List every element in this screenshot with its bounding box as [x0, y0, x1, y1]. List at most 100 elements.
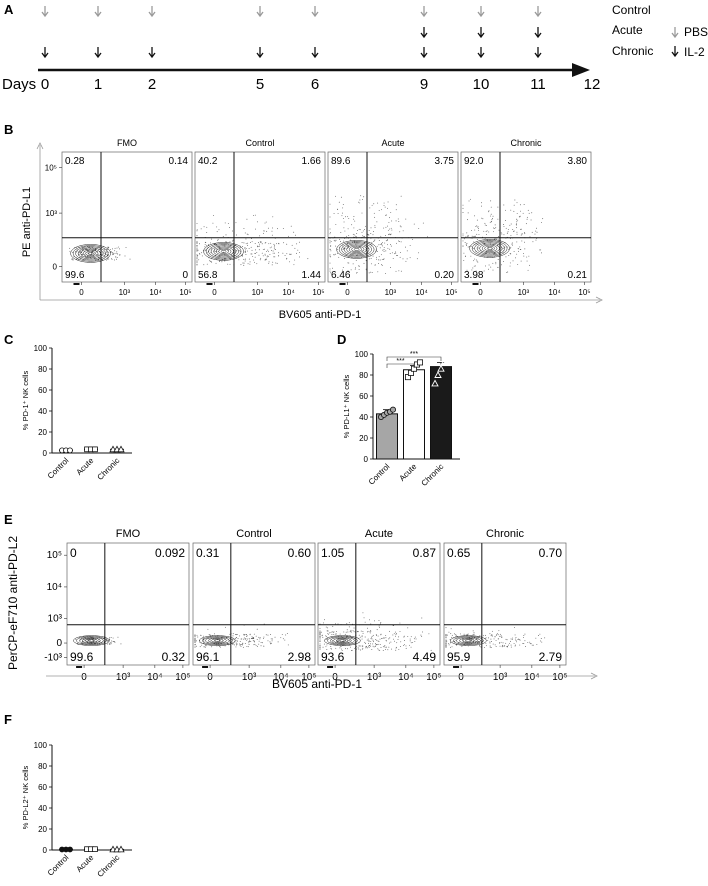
y-tick-label: 20 [359, 434, 368, 443]
event-cloud [75, 636, 122, 645]
flow-e-plots: FMO 0 0.092 99.6 0.32 0 10³ 10⁴ 10⁵ 10⁵ 10⁴ 10³ 0 -10… [44, 528, 598, 683]
day-label-5: 5 [256, 76, 264, 93]
day-label-12: 12 [584, 76, 601, 93]
x-tick-label: 0 [458, 672, 464, 683]
day-label-10: 10 [473, 76, 490, 93]
x-tick-label: 10⁴ [548, 288, 561, 297]
x-tick-label: 0 [79, 288, 84, 297]
row-label-acute: Acute [612, 23, 643, 37]
panel-letter-d: D [337, 332, 346, 347]
significance-label: *** [410, 351, 418, 358]
row-label-chronic: Chronic [612, 44, 653, 58]
quadrant-upper-left: 40.2 [198, 156, 218, 167]
pbs-arrow-day-2 [148, 6, 156, 18]
flow-plot-frame [317, 542, 441, 666]
x-tick-labels: 0 10³ 10⁴ 10⁵ [458, 665, 568, 683]
category-label: Acute [75, 853, 96, 874]
quadrant-upper-right: 3.80 [568, 156, 588, 167]
flow-plot-fmo: FMO 0.28 0.14 99.6 0 0 10³ 10⁴ 10⁵ 10⁵ 10³ 0 [45, 138, 193, 297]
panel-a-timeline: A Days 0 1 2 5 6 9 10 11 12 Control Acute Chroni… [2, 2, 708, 93]
data-point [416, 359, 423, 366]
data-point [92, 846, 98, 852]
density-contours [324, 635, 361, 646]
x-tick-label: 10³ [242, 672, 257, 683]
data-point [117, 845, 125, 853]
day-label-1: 1 [94, 76, 102, 93]
day-label-0: 0 [41, 76, 49, 93]
y-tick-label: 0 [364, 455, 369, 464]
x-tick-labels: 0 10³ 10⁴ 10⁵ [207, 665, 317, 683]
quadrant-upper-left: 1.05 [321, 546, 345, 560]
y-tick-labels: 10⁵ 10³ 0 [45, 164, 62, 271]
x-tick-labels: 0 10³ 10⁴ 10⁵ [212, 282, 325, 297]
flow-plot-title: Acute [381, 138, 404, 148]
x-tick-label: 0 [212, 288, 217, 297]
panel-letter-f: F [4, 712, 12, 727]
il2-chronic-arrow-day-0 [41, 47, 49, 59]
quadrant-upper-right: 0.092 [155, 546, 185, 560]
x-tick-labels: 0 10³ 10⁴ 10⁵ [79, 282, 192, 297]
flow-plot-fmo: FMO 0 0.092 99.6 0.32 0 10³ 10⁴ 10⁵ 10⁵ 10⁴ 10³ 0 -10… [44, 528, 190, 683]
y-tick-label: 60 [38, 386, 47, 395]
flow-e-x-label: BV605 anti-PD-1 [272, 677, 362, 691]
quadrant-upper-right: 0.87 [413, 546, 437, 560]
panel-c-chart: C 0 20 40 60 80 100 % PD-1⁺ NK cells Control Acu… [4, 332, 132, 482]
x-tick-label: 10³ [252, 288, 264, 297]
y-tick-label: 100 [34, 344, 48, 353]
il2-chronic-arrow-day-1 [94, 47, 102, 59]
quadrant-upper-left: 0.31 [196, 546, 220, 560]
quadrant-upper-right: 0.14 [169, 156, 189, 167]
panel-f-chart: F 0 20 40 60 80 100 % PD-L2⁺ NK cells Control Ac… [4, 712, 132, 879]
day-label-2: 2 [148, 76, 156, 93]
day-label-9: 9 [420, 76, 428, 93]
il2-acute-arrow-day-9 [420, 27, 428, 39]
y-axis-label: % PD-L1⁺ NK cells [342, 374, 351, 438]
y-tick-label: 80 [359, 371, 368, 380]
pbs-arrow-day-6 [311, 6, 319, 18]
x-tick-label: 10⁴ [149, 288, 162, 297]
flow-b-y-label: PE anti-PD-L1 [21, 187, 33, 257]
x-tick-label: 10³ [493, 672, 508, 683]
il2-chronic-arrow-day-5 [256, 47, 264, 59]
x-tick-label: 10⁴ [147, 672, 162, 683]
y-tick-label: 0 [56, 638, 62, 649]
x-tick-label: 0 [345, 288, 350, 297]
y-tick-label: 80 [38, 762, 47, 771]
y-tick-label: 0 [43, 449, 48, 458]
x-tick-label: 10⁵ [426, 672, 441, 683]
panel-letter-a: A [4, 2, 14, 17]
quadrant-lower-left: 56.8 [198, 270, 218, 281]
significance-bracket [386, 363, 415, 368]
flow-plot-frame [327, 151, 459, 283]
quadrant-upper-right: 0.70 [539, 546, 563, 560]
quadrant-upper-right: 0.60 [288, 546, 312, 560]
data-point [431, 379, 439, 387]
flow-plot-frame [66, 542, 190, 666]
event-cloud [445, 626, 546, 649]
y-tick-label: 40 [38, 407, 47, 416]
row-label-control: Control [612, 3, 651, 17]
x-tick-label: 10⁵ [578, 288, 590, 297]
y-tick-label: 80 [38, 365, 47, 374]
il2-chronic-arrow-day-2 [148, 47, 156, 59]
pbs-arrows [41, 6, 542, 18]
x-tick-label: 10³ [518, 288, 530, 297]
flow-plot-acute: Acute 1.05 0.87 93.6 4.49 0 10³ 10⁴ 10⁵ [317, 528, 442, 683]
panel-letter-b: B [4, 122, 13, 137]
y-tick-label: 20 [38, 428, 47, 437]
quadrant-upper-left: 0.28 [65, 156, 85, 167]
quadrant-lower-right: 0.32 [162, 650, 186, 664]
x-tick-label: 10⁵ [552, 672, 567, 683]
quadrant-lower-left: 6.46 [331, 270, 351, 281]
x-tick-labels: 0 10³ 10⁴ 10⁵ [345, 282, 458, 297]
x-tick-label: 0 [81, 672, 87, 683]
category-label: Control [46, 456, 71, 481]
panel-letter-e: E [4, 512, 13, 527]
data-point [92, 446, 98, 453]
y-tick-label: 0 [43, 846, 48, 855]
quadrant-lower-left: 93.6 [321, 650, 345, 664]
density-contours [469, 239, 510, 258]
flow-plot-acute: Acute 89.6 3.75 6.46 0.20 0 10³ 10⁴ 10⁵ [327, 138, 459, 297]
x-tick-label: 0 [478, 288, 483, 297]
